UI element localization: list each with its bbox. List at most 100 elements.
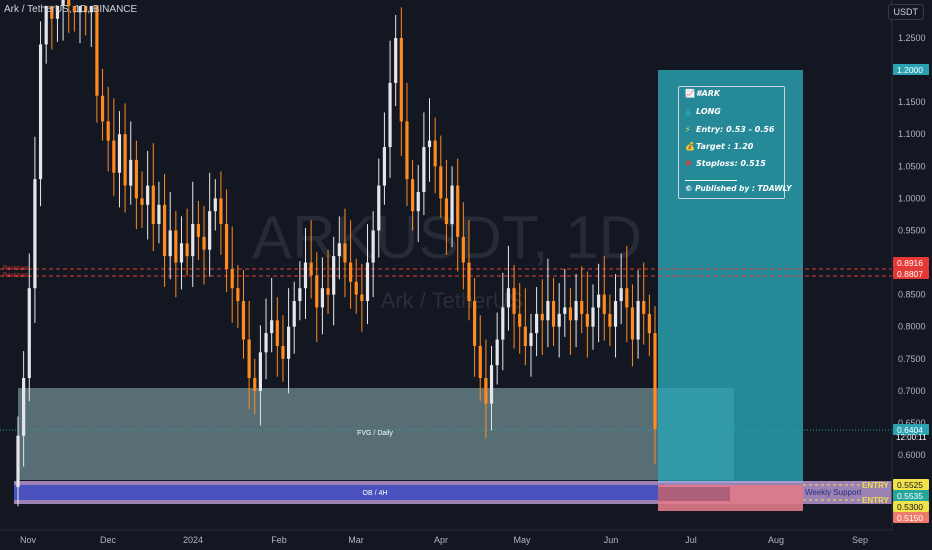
candle xyxy=(286,288,291,394)
y-tick-label: 0.8000 xyxy=(898,322,926,332)
watermark-name: Ark / TetherUS xyxy=(381,288,524,313)
y-tick-label: 1.0500 xyxy=(898,161,926,171)
svg-text:1.2000: 1.2000 xyxy=(897,65,923,75)
candle xyxy=(512,265,516,349)
candle xyxy=(439,135,443,218)
svg-text:0.8916: 0.8916 xyxy=(897,258,923,268)
candle xyxy=(185,208,189,276)
x-axis-ticks: Nov Dec 2024 Feb Mar Apr May Jun Jul Aug Sep xyxy=(20,535,868,545)
svg-text:0.5300: 0.5300 xyxy=(897,502,923,512)
y-tick-label: 1.1500 xyxy=(898,97,926,107)
price-label: 0.5535 xyxy=(893,490,929,501)
candle xyxy=(55,5,60,42)
candle xyxy=(106,86,110,172)
y-tick-label: 0.6000 xyxy=(898,450,926,460)
candle xyxy=(258,325,262,426)
candle xyxy=(270,277,274,353)
candle xyxy=(456,158,460,272)
candle xyxy=(444,159,449,255)
candle xyxy=(642,262,646,345)
candle xyxy=(315,252,319,343)
candle xyxy=(191,181,195,287)
candle xyxy=(495,312,499,385)
signal-line-symbol: 📈#ARK xyxy=(685,89,721,98)
candle xyxy=(450,166,454,248)
candle xyxy=(371,211,375,298)
currency-button[interactable]: USDT xyxy=(887,4,924,20)
price-label: 0.8807 xyxy=(893,268,929,279)
x-tick-label: Feb xyxy=(271,535,287,545)
candle xyxy=(619,253,623,325)
candle xyxy=(399,7,403,157)
candle xyxy=(179,216,184,290)
entry-label-2: ENTRY xyxy=(862,496,889,505)
cross-icon: ✖ xyxy=(685,159,692,168)
candle xyxy=(168,191,172,280)
ob-label: OB / 4H xyxy=(363,490,388,497)
svg-text:0.5150: 0.5150 xyxy=(897,513,923,523)
candle xyxy=(608,294,612,346)
time-axis[interactable] xyxy=(0,530,892,550)
x-tick-label: Jun xyxy=(604,535,619,545)
y-tick-label: 1.1000 xyxy=(898,129,926,139)
candle xyxy=(422,112,426,216)
candle xyxy=(473,277,477,377)
candle xyxy=(253,358,257,414)
chart-icon: 📈 xyxy=(685,89,695,98)
candle xyxy=(405,82,409,207)
candle xyxy=(89,5,93,47)
candle xyxy=(320,257,325,335)
candle xyxy=(377,158,381,258)
resistance-label-1: Resistant xyxy=(3,266,28,272)
candle xyxy=(22,351,26,467)
x-tick-label: Sep xyxy=(852,535,868,545)
fvg-label: FVG / Daily xyxy=(357,430,393,437)
candle xyxy=(433,117,437,194)
candle xyxy=(241,270,246,359)
candle xyxy=(213,179,217,231)
candle xyxy=(67,0,71,33)
candle xyxy=(236,265,240,328)
candle xyxy=(382,112,387,205)
svg-text:0.5535: 0.5535 xyxy=(897,491,923,501)
candle xyxy=(196,200,200,260)
candle xyxy=(348,220,353,309)
signal-footer: © Published by : TDAWLY xyxy=(685,184,792,193)
y-tick-label: 1.2500 xyxy=(898,33,926,43)
candle xyxy=(78,5,82,44)
candle xyxy=(298,261,302,321)
candle xyxy=(597,263,601,343)
x-tick-label: Apr xyxy=(434,535,448,545)
candle xyxy=(208,172,212,277)
candle xyxy=(591,284,595,350)
candle xyxy=(343,208,347,298)
candle xyxy=(309,220,313,299)
y-tick-label: 0.8500 xyxy=(898,290,926,300)
candle xyxy=(100,68,105,141)
candle xyxy=(568,288,573,355)
price-label: 0.5150 xyxy=(893,512,929,523)
resistance-label-2: Resistant xyxy=(3,273,28,279)
x-tick-label: Jul xyxy=(685,535,697,545)
candle xyxy=(230,226,234,323)
weekly-support-label: Weekly Support xyxy=(805,488,862,497)
candle xyxy=(529,313,533,377)
x-tick-label: Dec xyxy=(100,535,117,545)
candle xyxy=(50,5,54,50)
signal-line-target: 💰Target : 1.20 xyxy=(685,142,754,151)
candle xyxy=(151,143,155,251)
candle xyxy=(478,315,482,402)
y-tick-label: 0.6500 xyxy=(898,418,926,428)
candle xyxy=(613,274,618,358)
candle xyxy=(467,220,471,321)
candle xyxy=(461,202,465,290)
candle xyxy=(416,165,420,243)
candle xyxy=(326,249,330,314)
candle xyxy=(489,345,494,431)
up-triangle-icon: ▲ xyxy=(685,107,692,116)
candle xyxy=(557,283,561,358)
x-tick-label: Mar xyxy=(348,535,364,545)
candle xyxy=(224,189,229,293)
